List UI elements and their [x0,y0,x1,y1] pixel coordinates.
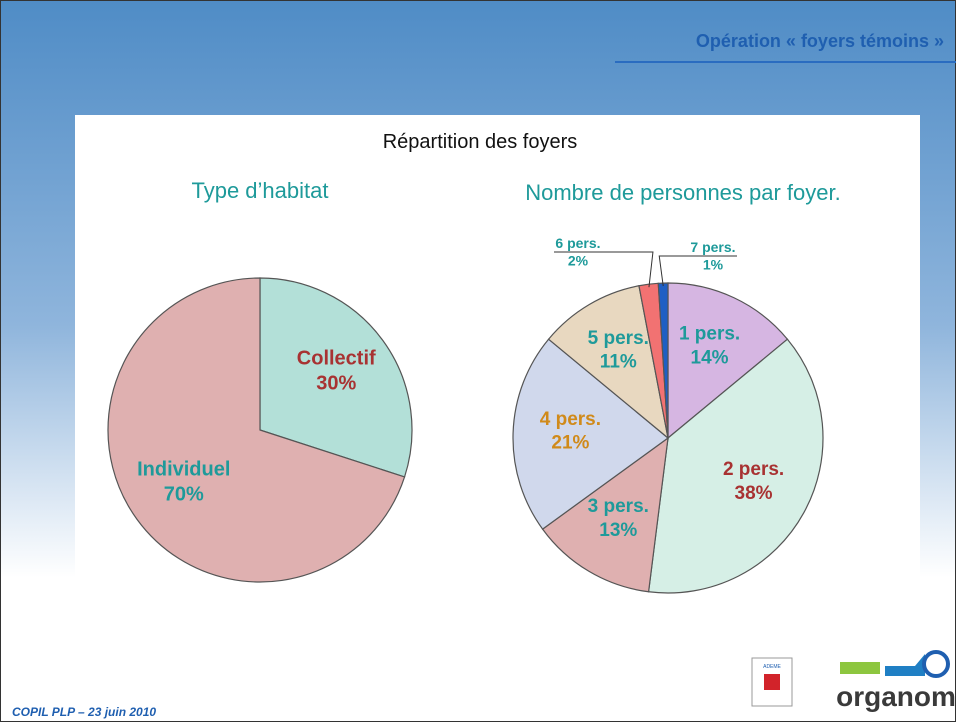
ademe-logo-text: ADEME [763,664,781,670]
pie-slice [107,277,406,583]
ademe-logo-mark [764,674,780,690]
chart-title: Nombre de personnes par foyer. [525,180,841,205]
slice-value-label: 1% [703,257,724,273]
pie-slice [512,338,669,530]
slice-value-label: 14% [691,347,729,368]
chart-title: Type d’habitat [192,178,329,203]
slice-value-label: 30% [316,373,356,395]
slice-label: Collectif [297,348,376,370]
footer: COPIL PLP – 23 juin 2010 [12,705,156,719]
slice-label: 2 pers. [723,459,784,480]
leader-line [554,251,654,288]
main-title: Répartition des foyers [383,131,578,153]
slice-value-label: 11% [600,352,637,373]
slice-label: 4 pers. [540,409,601,430]
pie-slice [667,282,789,440]
leader-line [658,255,737,287]
organom-logo-shape [885,654,925,676]
pie-slice [541,436,669,593]
slice-value-label: 13% [599,520,637,541]
organom-logo-text: organom [836,681,956,712]
organom-logo-shape [840,662,880,674]
pie-slice [259,277,413,478]
header: Opération « foyers témoins » [696,31,944,51]
slice-label: 5 pers. [588,328,649,349]
slice-value-label: 21% [551,433,589,454]
slice-value-label: 70% [164,483,204,505]
slice-label: Individuel [137,458,230,480]
slice-value-label: 2% [568,253,589,269]
slice-label: 3 pers. [588,496,649,517]
slice-label: 6 pers. [555,235,600,251]
slice-label: 7 pers. [690,239,735,255]
slice-label: 1 pers. [679,324,740,345]
pie-slice [647,338,824,594]
pie-slice [547,285,669,440]
slice-value-label: 38% [735,483,773,504]
organom-logo-shape [922,650,950,678]
